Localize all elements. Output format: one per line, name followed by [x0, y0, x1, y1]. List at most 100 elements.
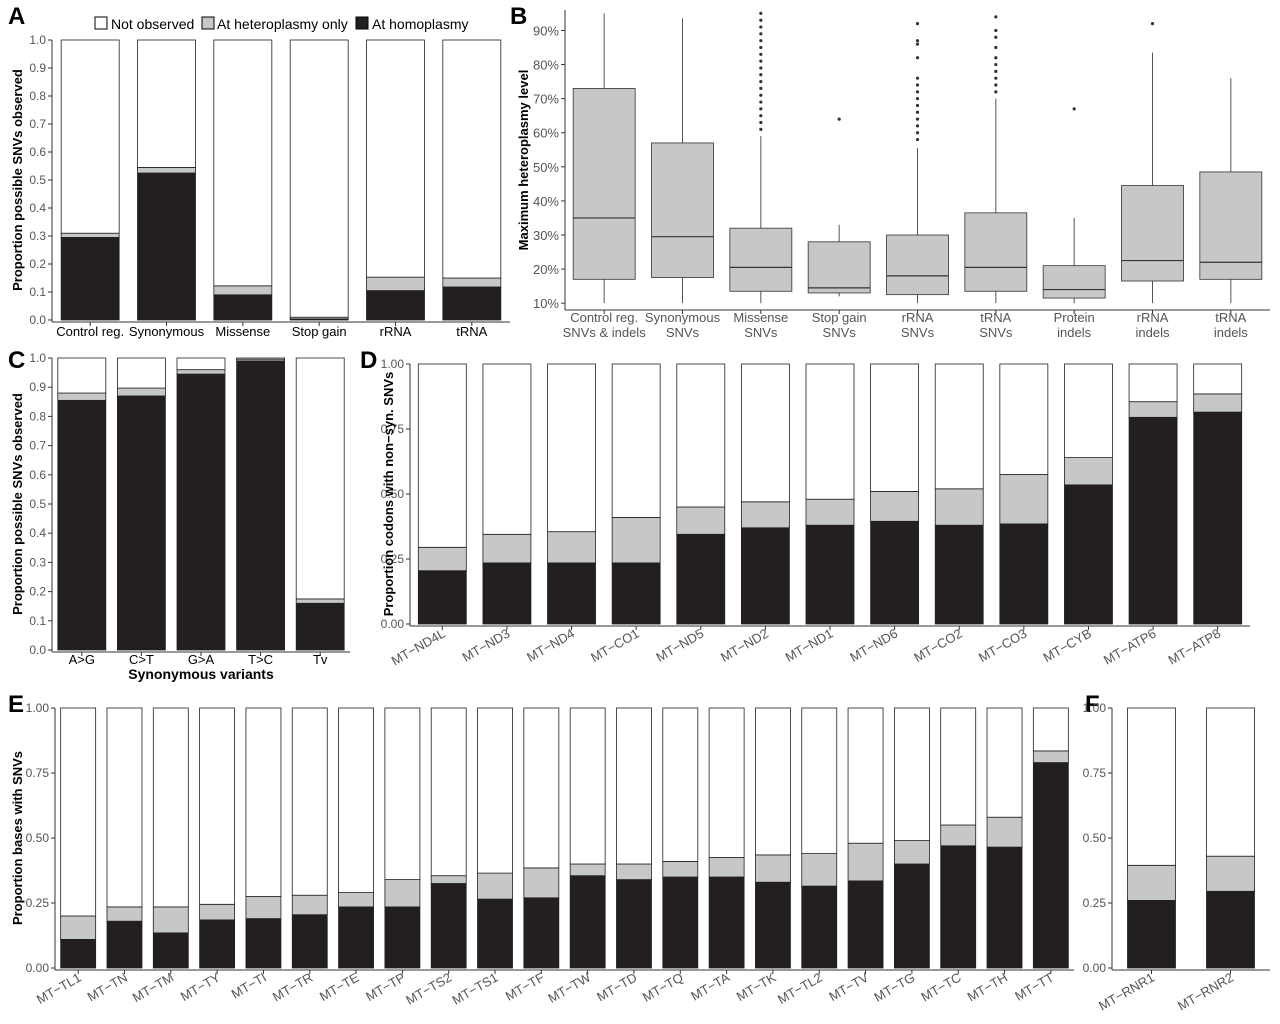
- bar-segment-D: [611, 363, 661, 518]
- bar-segment-E: [986, 816, 1023, 848]
- y-tick-label-B: 70%: [533, 92, 559, 107]
- bar-segment-E: [152, 707, 189, 908]
- bar-segment-D: [482, 533, 532, 564]
- x-tick-label-E: MT−TS2: [403, 970, 454, 1008]
- y-tick-label-E: 1.00: [26, 701, 50, 715]
- bar-segment-A: [289, 39, 349, 318]
- box-outlier: [994, 35, 998, 39]
- box-outlier: [994, 69, 998, 73]
- bar-segment-E: [616, 707, 652, 865]
- y-tick-label-E: 0.25: [26, 896, 50, 910]
- y-tick-label-D: 0.75: [381, 422, 405, 436]
- legend-swatch-not-observed: [94, 16, 108, 30]
- bar-segment-D: [999, 474, 1049, 525]
- bar-segment-D: [676, 506, 726, 535]
- bar-segment-E: [847, 880, 884, 969]
- x-tick-label-E: MT−TY: [178, 969, 223, 1004]
- bar-segment-C: [117, 395, 166, 651]
- bar-segment-E: [60, 939, 97, 969]
- y-tick-label-A: 0.1: [29, 285, 46, 299]
- y-axis-title-D: Proportion codons with non−syn. SNVs: [381, 372, 396, 617]
- y-tick-label-E: 0.00: [26, 961, 50, 975]
- bar-segment-C: [295, 357, 345, 600]
- bar-segment-D: [934, 363, 984, 490]
- bar-segment-E: [616, 863, 652, 881]
- x-tick-label-B: Synonymous: [645, 310, 721, 325]
- box-iqr: [807, 241, 871, 294]
- y-tick-label-C: 1.0: [29, 351, 46, 365]
- box-outlier: [1072, 107, 1076, 111]
- bar-segment-D: [482, 562, 532, 625]
- bar-segment-E: [569, 707, 606, 865]
- bar-segment-E: [291, 894, 328, 916]
- bar-segment-E: [245, 707, 282, 897]
- y-tick-label-C: 0.3: [29, 555, 46, 569]
- bar-segment-E: [477, 872, 513, 900]
- legend-swatch-heteroplasmy: [201, 16, 215, 30]
- bar-segment-E: [616, 879, 652, 969]
- y-tick-label-C: 0.6: [29, 468, 46, 482]
- box-outlier: [759, 86, 763, 91]
- bar-segment-E: [662, 861, 699, 878]
- bar-segment-A: [60, 232, 120, 238]
- bar-segment-E: [199, 707, 236, 905]
- x-tick-label-B: SNVs: [744, 325, 778, 340]
- bar-segment-D: [740, 527, 790, 625]
- bar-segment-C: [117, 387, 166, 397]
- x-tick-label-A: Missense: [215, 324, 270, 339]
- x-tick-label-E: MT−TW: [545, 969, 593, 1006]
- bar-segment-C: [57, 357, 107, 394]
- y-tick-label-B: 60%: [533, 126, 559, 141]
- x-tick-label-F: MT−RNR1: [1096, 970, 1157, 1014]
- box-outlier: [915, 39, 920, 43]
- box-outlier: [759, 39, 763, 43]
- bar-segment-E: [755, 707, 791, 856]
- y-tick-label-B: 10%: [533, 296, 559, 311]
- bar-segment-D: [482, 363, 532, 535]
- bar-segment-E: [662, 876, 699, 969]
- panel-label-E: E: [8, 691, 24, 718]
- box-outlier: [994, 90, 998, 94]
- x-tick-label-D: MT−CO2: [911, 626, 964, 666]
- bar-segment-E: [847, 707, 884, 844]
- bar-segment-A: [213, 39, 273, 287]
- box-iqr: [729, 227, 793, 292]
- y-tick-label-C: 0.4: [29, 526, 46, 540]
- x-tick-label-E: MT−TT: [1012, 970, 1056, 1004]
- bar-segment-E: [152, 906, 189, 934]
- x-tick-label-B: SNVs: [979, 325, 1013, 340]
- bar-segment-F: [1127, 864, 1176, 901]
- box-outlier: [915, 131, 920, 135]
- box-outlier: [915, 124, 920, 128]
- bar-segment-E: [847, 842, 884, 882]
- x-tick-label-E: MT−TF: [503, 970, 547, 1004]
- bar-segment-E: [245, 918, 282, 969]
- x-tick-label-E: MT−TR: [270, 970, 315, 1005]
- bar-segment-A: [60, 236, 120, 321]
- y-tick-label-A: 0.6: [29, 145, 46, 159]
- bar-segment-A: [137, 39, 196, 168]
- y-tick-label-A: 1.0: [29, 33, 46, 47]
- legend-label-homoplasmy: At homoplasmy: [372, 16, 468, 32]
- bar-segment-D: [1064, 457, 1113, 486]
- x-tick-label-E: MT−TD: [594, 970, 639, 1005]
- bar-segment-D: [547, 562, 596, 625]
- bar-segment-A: [442, 39, 502, 279]
- x-tick-label-B: Control reg.: [570, 310, 638, 325]
- box-outlier: [759, 100, 763, 104]
- bar-segment-E: [384, 879, 421, 908]
- x-tick-label-D: MT−ND2: [718, 626, 771, 665]
- x-tick-label-D: MT−ND6: [847, 626, 900, 665]
- legend-swatch-homoplasmy: [355, 16, 369, 30]
- x-tick-label-E: MT−TC: [918, 970, 963, 1005]
- x-tick-label-B: indels: [1057, 325, 1091, 340]
- bar-segment-D: [676, 533, 726, 625]
- bar-segment-E: [523, 897, 560, 969]
- bar-segment-E: [755, 881, 791, 969]
- y-tick-label-C: 0.5: [29, 497, 46, 511]
- y-tick-label-D: 1.00: [381, 357, 405, 371]
- x-tick-label-E: MT−TS1: [450, 970, 501, 1008]
- x-tick-label-B: Stop gain: [812, 310, 867, 325]
- bar-segment-D: [1128, 416, 1178, 625]
